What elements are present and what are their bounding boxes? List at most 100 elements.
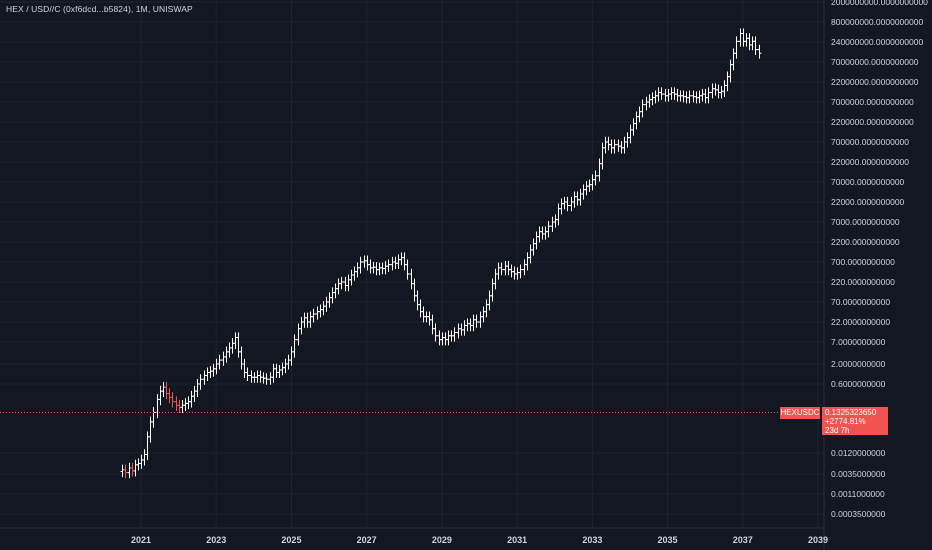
y-tick-label: 0.6000000000	[831, 379, 886, 389]
ohlc-bar	[750, 36, 755, 51]
ohlc-bar	[139, 454, 144, 470]
ohlc-bar	[211, 363, 216, 377]
ohlc-bar	[540, 226, 545, 240]
ohlc-bar	[346, 274, 351, 292]
ohlc-bar	[399, 252, 404, 266]
ohlc-bar	[446, 330, 451, 346]
last-price-value: 0.1325323650	[825, 408, 877, 417]
ohlc-bar	[315, 306, 320, 320]
ohlc-bar	[719, 85, 724, 99]
ohlc-bar	[644, 96, 649, 111]
x-tick-label: 2033	[582, 535, 602, 545]
chart-title: HEX / USD//C (0xf6dcd...b5824), 1M, UNIS…	[6, 4, 193, 14]
x-tick-label: 2025	[281, 535, 301, 545]
ohlc-bar	[343, 276, 348, 292]
ohlc-bar	[280, 362, 285, 376]
ohlc-bar	[569, 196, 574, 212]
ohlc-bar	[255, 370, 260, 383]
ohlc-bar	[321, 300, 326, 316]
ohlc-bar	[437, 330, 442, 346]
x-tick-label: 2027	[357, 535, 377, 545]
y-tick-label: 70000.0000000000	[831, 177, 905, 187]
x-tick-label: 2037	[733, 535, 753, 545]
y-tick-label: 70000000.0000000000	[831, 57, 919, 67]
y-tick-label: 240000000.0000000000	[831, 37, 923, 47]
ohlc-bar	[409, 268, 414, 290]
ohlc-bar	[158, 385, 163, 406]
ohlc-bar	[415, 290, 420, 311]
y-tick-label: 220000.0000000000	[831, 157, 909, 167]
ohlc-bar	[374, 261, 379, 276]
ohlc-bar	[336, 278, 341, 295]
ohlc-bar	[355, 262, 360, 278]
y-tick-label: 22.0000000000	[831, 317, 890, 327]
ohlc-bar	[565, 196, 570, 212]
ohlc-bar	[170, 392, 175, 408]
ohlc-bar	[365, 255, 370, 271]
ohlc-bar	[697, 90, 702, 104]
ohlc-bar	[512, 266, 517, 280]
ohlc-bar	[214, 358, 219, 375]
ohlc-bar	[123, 464, 128, 479]
y-tick-label: 0.0035000000	[831, 469, 886, 479]
ohlc-bar	[465, 318, 470, 332]
ohlc-bar	[481, 306, 486, 323]
ohlc-bar	[487, 290, 492, 311]
ohlc-bar	[710, 83, 715, 99]
ohlc-bar	[383, 260, 388, 275]
ohlc-bar	[553, 214, 558, 228]
ohlc-bar	[731, 48, 736, 71]
ohlc-bar	[753, 36, 758, 55]
ohlc-bar	[456, 323, 461, 339]
time-axis[interactable]: 2021 2023 2025 2027 2029 2031 2033 2035 2037 2039	[131, 535, 828, 545]
y-tick-label: 22000000.0000000000	[831, 77, 919, 87]
ohlc-bar	[308, 311, 313, 328]
ohlc-bar	[286, 354, 291, 370]
ohlc-bar	[155, 394, 160, 419]
ohlc-bar	[177, 399, 182, 414]
ohlc-bar	[430, 314, 435, 335]
ohlc-bar	[659, 87, 664, 100]
ohlc-bar	[669, 87, 674, 100]
ohlc-bar	[227, 342, 232, 358]
ohlc-bar	[452, 327, 457, 342]
ohlc-bar	[258, 370, 263, 383]
ohlc-bar	[675, 88, 680, 102]
ohlc-bar	[493, 268, 498, 290]
ohlc-bar	[612, 139, 617, 154]
y-tick-label: 0.0011000000	[831, 489, 885, 499]
ohlc-bar	[386, 259, 391, 272]
ohlc-bar	[700, 88, 705, 102]
ohlc-bar	[650, 92, 655, 106]
ohlc-bar	[277, 364, 282, 378]
price-change: +2774.81%	[825, 417, 866, 426]
ohlc-bar	[468, 318, 473, 332]
ohlc-bar	[499, 262, 504, 276]
price-axis[interactable]: 2000000000.0000000000 800000000.000000000…	[831, 0, 928, 519]
ohlc-bar	[283, 358, 288, 374]
ohlc-bar	[195, 379, 200, 397]
y-tick-label: 7.0000000000	[831, 337, 886, 347]
y-tick-label: 0.0120000000	[831, 448, 886, 458]
ohlc-bar	[562, 196, 567, 210]
ohlc-bar	[443, 332, 448, 346]
ohlc-bar	[531, 238, 536, 256]
ohlc-bar	[333, 283, 338, 299]
ohlc-bar	[339, 276, 344, 290]
ohlc-bar	[593, 170, 598, 186]
ohlc-bar	[628, 124, 633, 144]
ohlc-bar	[631, 118, 636, 136]
ohlc-bar	[299, 316, 304, 335]
y-tick-label: 220.0000000000	[831, 277, 895, 287]
ohlc-bar	[741, 28, 746, 47]
ohlc-bar	[198, 374, 203, 390]
ohlc-bar	[559, 198, 564, 215]
ohlc-bar	[509, 264, 514, 278]
ohlc-bar	[421, 306, 426, 323]
ohlc-bar	[327, 292, 332, 308]
ohlc-bar	[653, 90, 658, 104]
ohlc-bar	[233, 332, 238, 350]
y-tick-label: 800000000.0000000000	[831, 17, 923, 27]
